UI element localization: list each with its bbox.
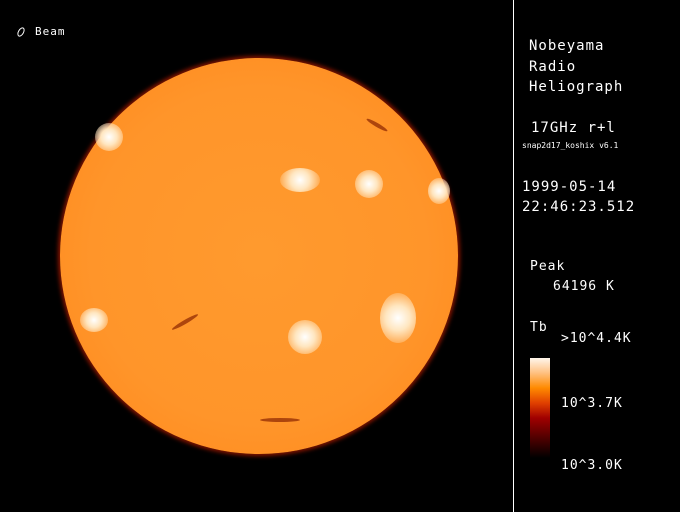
- bright-region: [288, 320, 322, 354]
- panel-divider: [513, 0, 514, 512]
- colorbar-mid-label: 10^3.7K: [561, 396, 623, 411]
- instrument-name-line2: Radio: [529, 59, 577, 75]
- dark-filament: [171, 312, 199, 332]
- bright-region: [380, 293, 416, 343]
- colorbar-title: Tb: [530, 320, 548, 335]
- colorbar-max-label: >10^4.4K: [561, 331, 632, 346]
- peak-label: Peak: [530, 259, 566, 274]
- bright-region: [95, 123, 123, 151]
- observation-date: 1999-05-14: [522, 179, 617, 195]
- bright-region: [428, 178, 450, 204]
- bright-region: [355, 170, 383, 198]
- software-version: snap2d17_koshix v6.1: [522, 141, 619, 150]
- bright-region: [80, 308, 108, 332]
- brightness-temperature-colorbar: [530, 358, 550, 458]
- peak-value: 64196 K: [553, 279, 615, 294]
- colorbar-min-label: 10^3.0K: [561, 458, 623, 473]
- solar-disk-image: [60, 58, 458, 454]
- bright-region: [280, 168, 320, 192]
- instrument-name-line3: Heliograph: [529, 79, 624, 95]
- frequency-label: 17GHz r+l: [531, 120, 616, 136]
- dark-filament: [260, 418, 300, 422]
- instrument-name-line1: Nobeyama: [529, 38, 605, 54]
- dark-filament: [365, 117, 389, 133]
- beam-label: Beam: [35, 25, 66, 38]
- observation-time: 22:46:23.512: [522, 199, 636, 215]
- beam-ellipse-icon: [15, 26, 27, 38]
